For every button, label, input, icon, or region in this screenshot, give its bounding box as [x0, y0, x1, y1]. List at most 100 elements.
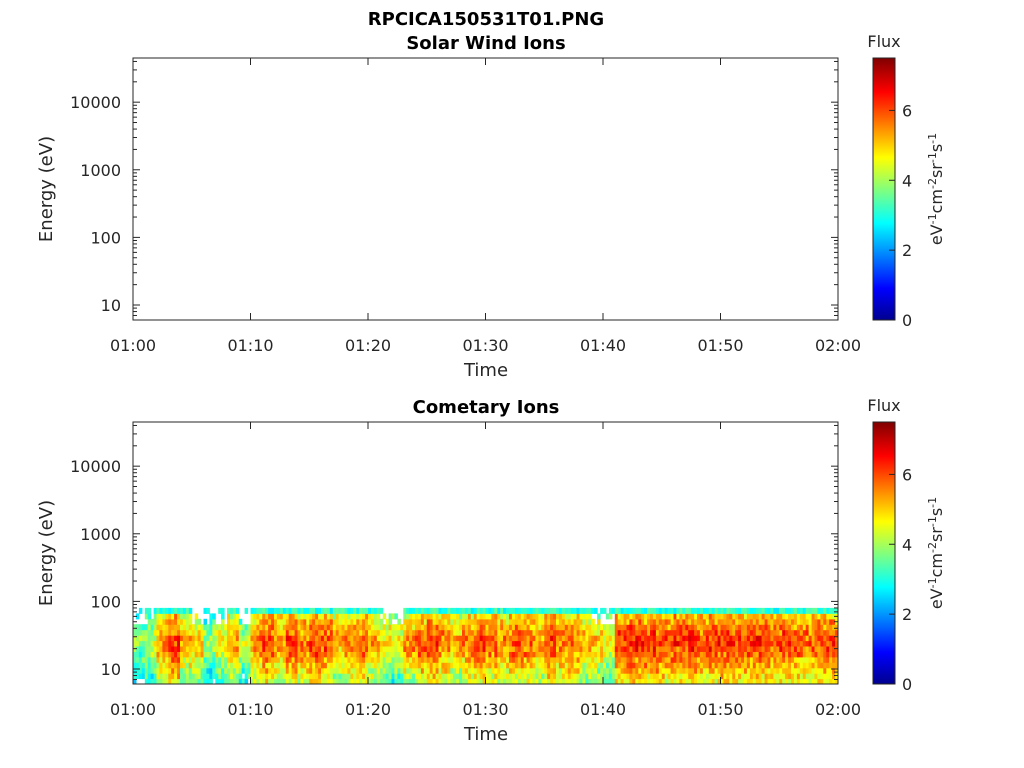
heatmap-cell — [526, 640, 531, 647]
heatmap-cell — [688, 635, 692, 642]
heatmap-cell — [782, 624, 786, 631]
heatmap-cell — [409, 656, 413, 663]
heatmap-cell — [597, 613, 601, 620]
heatmap-cell — [200, 640, 205, 647]
heatmap-cell — [658, 667, 663, 674]
heatmap-cell — [329, 646, 334, 652]
heatmap-cell — [382, 651, 387, 658]
heatmap-cell — [585, 613, 589, 620]
heatmap-cell — [244, 629, 249, 636]
heatmap-cell — [441, 618, 445, 625]
heatmap-cell — [758, 651, 763, 658]
heatmap-cell — [561, 678, 566, 684]
heatmap-cell — [329, 656, 334, 663]
heatmap-cell — [779, 667, 783, 674]
heatmap-cell — [682, 656, 686, 663]
heatmap-cell — [779, 640, 783, 647]
heatmap-cell — [373, 624, 378, 631]
heatmap-cell — [720, 618, 724, 625]
heatmap-cell — [347, 662, 351, 669]
heatmap-cell — [300, 624, 304, 631]
heatmap-cell — [802, 613, 807, 620]
heatmap-cell — [294, 618, 299, 625]
heatmap-cell — [826, 673, 830, 680]
heatmap-cell — [832, 673, 836, 680]
heatmap-cell — [244, 640, 249, 647]
heatmap-cell — [667, 624, 672, 631]
heatmap-cell — [638, 656, 642, 663]
heatmap-cell — [279, 646, 284, 652]
heatmap-cell — [761, 651, 766, 658]
heatmap-cell — [808, 646, 813, 652]
heatmap-cell — [188, 656, 193, 663]
heatmap-cell — [494, 607, 498, 614]
heatmap-cell — [500, 651, 504, 658]
heatmap-cell — [550, 667, 554, 674]
heatmap-cell — [796, 656, 801, 663]
heatmap-cell — [288, 624, 293, 631]
heatmap-cell — [711, 607, 716, 614]
heatmap-cell — [265, 607, 269, 614]
heatmap-cell — [400, 640, 404, 647]
heatmap-cell — [353, 656, 357, 663]
heatmap-cell — [432, 646, 437, 652]
heatmap-cell — [162, 607, 166, 614]
heatmap-cell — [644, 651, 648, 658]
heatmap-cell — [459, 651, 463, 658]
heatmap-cell — [447, 646, 451, 652]
heatmap-cell — [144, 624, 149, 631]
heatmap-cell — [180, 629, 184, 636]
heatmap-cell — [388, 624, 393, 631]
heatmap-cell — [553, 607, 557, 614]
heatmap-cell — [274, 656, 278, 663]
heatmap-cell — [141, 673, 146, 680]
heatmap-cell — [629, 662, 633, 669]
heatmap-cell — [761, 678, 766, 684]
heatmap-cell — [805, 635, 810, 642]
heatmap-cell — [541, 673, 545, 680]
heatmap-cell — [667, 629, 672, 636]
heatmap-cell — [729, 629, 733, 636]
heatmap-cell — [306, 646, 310, 652]
heatmap-cell — [597, 651, 601, 658]
heatmap-cell — [509, 640, 513, 647]
heatmap-cell — [832, 640, 836, 647]
heatmap-cell — [749, 624, 754, 631]
heatmap-cell — [526, 618, 531, 625]
heatmap-cell — [262, 646, 266, 652]
heatmap-cell — [661, 662, 666, 669]
heatmap-cell — [409, 629, 413, 636]
heatmap-cell — [274, 624, 278, 631]
heatmap-cell — [738, 624, 742, 631]
heatmap-cell — [717, 624, 722, 631]
heatmap-cell — [206, 662, 210, 669]
heatmap-cell — [467, 656, 472, 663]
heatmap-cell — [588, 618, 592, 625]
heatmap-cell — [209, 618, 213, 625]
heatmap-cell — [227, 678, 231, 684]
heatmap-cell — [282, 640, 287, 647]
heatmap-cell — [488, 678, 492, 684]
heatmap-cell — [403, 635, 407, 642]
heatmap-cell — [397, 629, 401, 636]
heatmap-cell — [168, 678, 172, 684]
heatmap-cell — [755, 646, 760, 652]
heatmap-cell — [306, 635, 310, 642]
heatmap-cell — [341, 640, 346, 647]
heatmap-cell — [294, 613, 299, 620]
heatmap-cell — [632, 646, 636, 652]
heatmap-cell — [773, 662, 777, 669]
heatmap-cell — [350, 640, 354, 647]
heatmap-cell — [573, 651, 578, 658]
heatmap-cell — [826, 667, 830, 674]
heatmap-cell — [350, 629, 354, 636]
heatmap-cell — [506, 607, 510, 614]
heatmap-cell — [259, 635, 263, 642]
heatmap-cell — [832, 607, 836, 614]
heatmap-cell — [462, 662, 466, 669]
heatmap-cell — [673, 656, 677, 663]
heatmap-cell — [403, 678, 407, 684]
heatmap-cell — [221, 618, 225, 625]
heatmap-cell — [564, 607, 569, 614]
